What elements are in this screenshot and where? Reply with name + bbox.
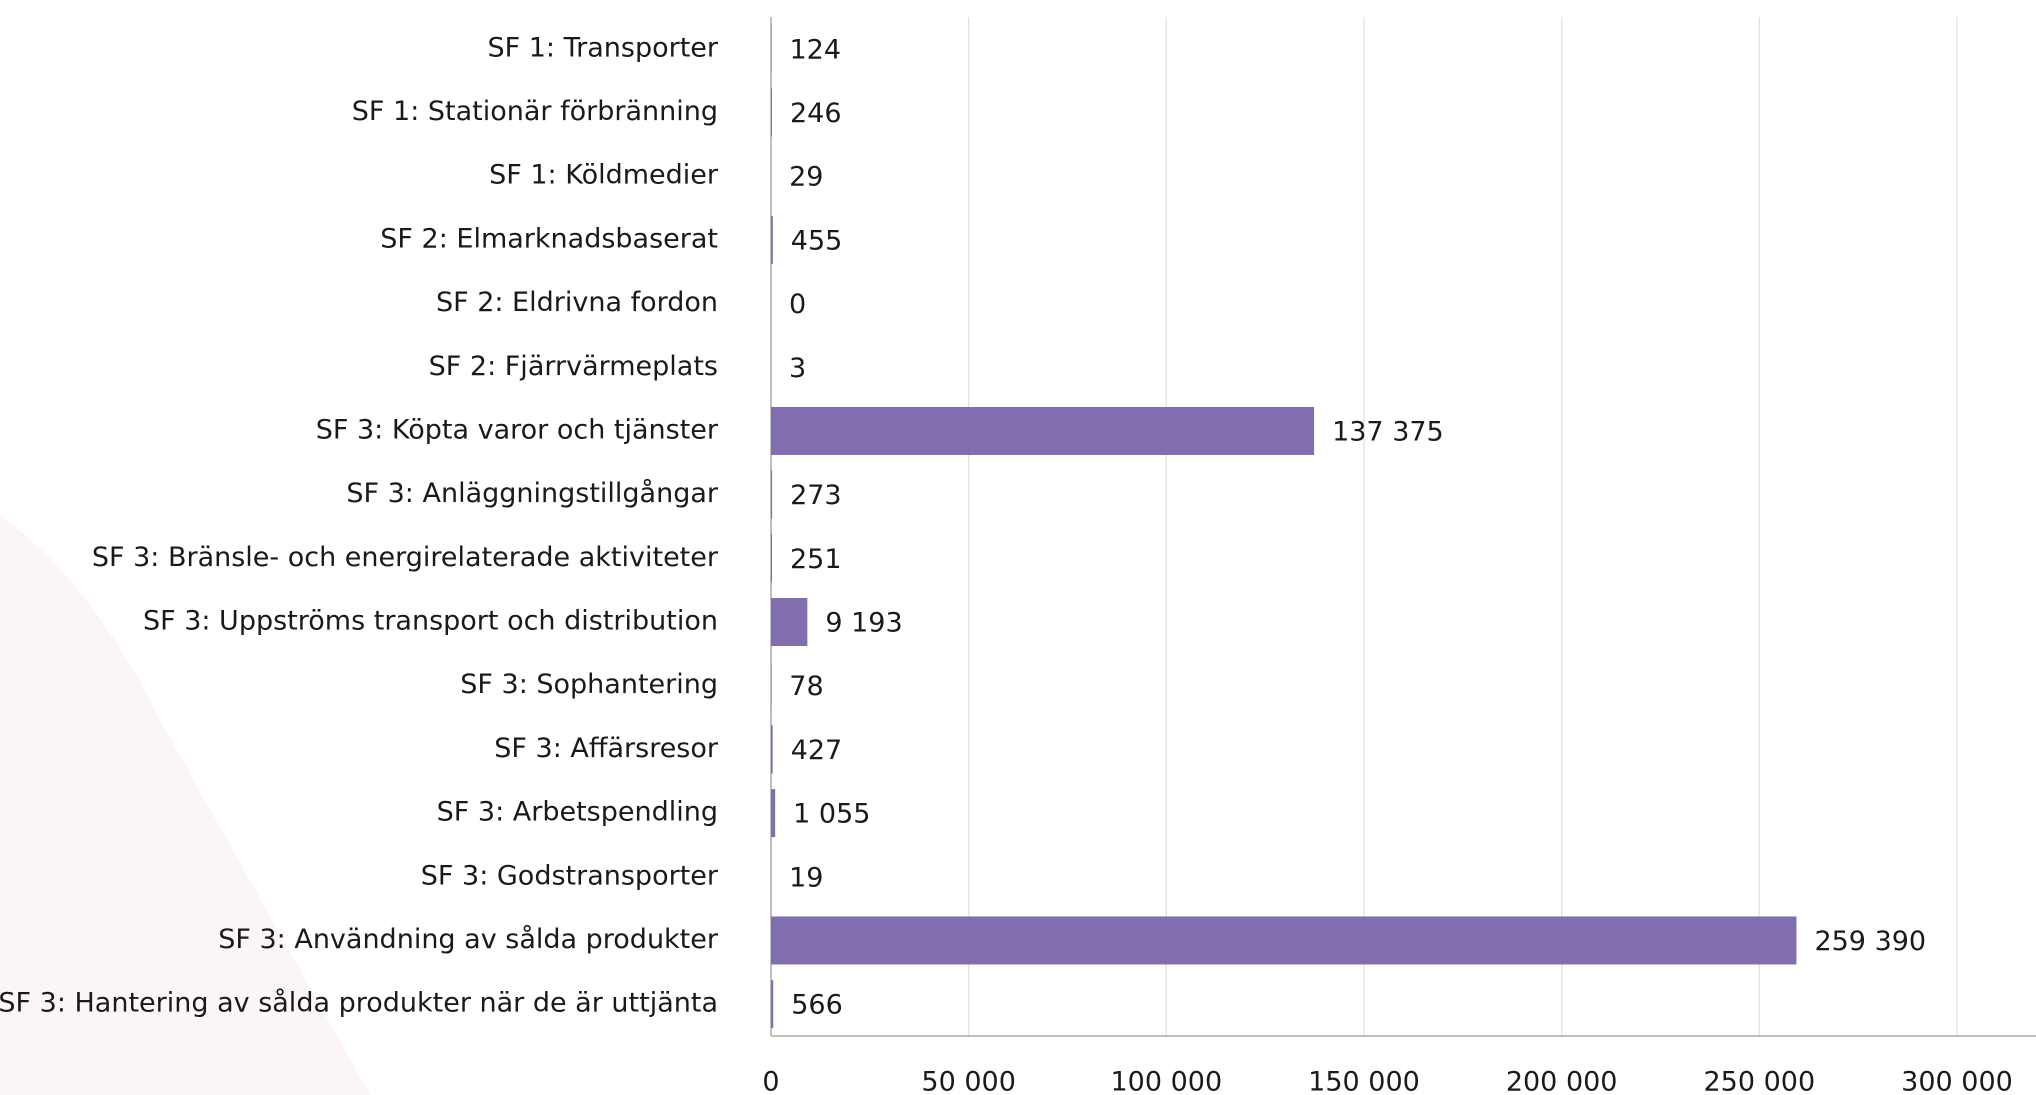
y-tick-label: SF 1: Köldmedier xyxy=(489,160,719,191)
y-tick-label: SF 3: Hantering av sålda produkter när d… xyxy=(0,988,718,1019)
value-label: 251 xyxy=(790,544,842,575)
x-tick-label: 0 xyxy=(762,1067,779,1095)
value-label: 78 xyxy=(789,671,823,702)
value-label: 29 xyxy=(789,162,823,193)
y-tick-label: SF 3: Anläggningstillgångar xyxy=(346,478,719,509)
x-tick-label: 50 000 xyxy=(921,1067,1015,1095)
value-label: 3 xyxy=(789,353,806,384)
value-label: 0 xyxy=(789,289,806,320)
bar xyxy=(771,406,1315,455)
bar xyxy=(771,215,773,264)
y-tick-label: SF 2: Elmarknadsbaserat xyxy=(380,223,718,254)
bar xyxy=(771,88,772,137)
y-tick-label: SF 2: Fjärrvärmeplats xyxy=(429,351,718,382)
value-label: 566 xyxy=(791,990,843,1021)
value-label: 246 xyxy=(790,98,842,129)
y-tick-label: SF 3: Arbetspendling xyxy=(437,797,718,828)
value-label: 273 xyxy=(790,480,842,511)
y-tick-label: SF 3: Sophantering xyxy=(460,669,718,700)
bar xyxy=(771,916,1797,965)
bar xyxy=(771,470,773,519)
x-tick-label: 250 000 xyxy=(1704,1067,1816,1095)
y-tick-label: SF 3: Affärsresor xyxy=(494,733,719,764)
value-label: 137 375 xyxy=(1332,416,1444,447)
y-tick-label: SF 3: Godstransporter xyxy=(421,860,719,891)
x-tick-label: 150 000 xyxy=(1308,1067,1420,1095)
bar xyxy=(771,725,773,774)
value-label: 9 193 xyxy=(825,608,902,639)
y-tick-label: SF 1: Transporter xyxy=(487,32,718,63)
y-tick-label: SF 3: Användning av sålda produkter xyxy=(218,924,719,955)
y-tick-label: SF 2: Eldrivna fordon xyxy=(436,287,718,318)
value-label: 124 xyxy=(789,34,841,65)
bar xyxy=(771,598,808,647)
x-tick-label: 200 000 xyxy=(1506,1067,1618,1095)
bar xyxy=(771,789,776,838)
value-label: 455 xyxy=(791,225,843,256)
bar xyxy=(771,980,774,1029)
y-tick-label: SF 1: Stationär förbränning xyxy=(352,96,718,127)
y-tick-label: SF 3: Uppströms transport och distributi… xyxy=(143,606,718,637)
value-label: 19 xyxy=(789,862,823,893)
bar xyxy=(771,534,772,583)
y-tick-label: SF 3: Bränsle- och energirelaterade akti… xyxy=(92,542,719,573)
x-tick-label: 100 000 xyxy=(1111,1067,1223,1095)
value-label: 427 xyxy=(791,735,843,766)
value-label: 1 055 xyxy=(793,799,870,830)
background-shape xyxy=(0,515,370,1095)
y-tick-label: SF 3: Köpta varor och tjänster xyxy=(316,414,719,445)
x-tick-label: 300 000 xyxy=(1901,1067,2013,1095)
value-label: 259 390 xyxy=(1814,926,1926,957)
